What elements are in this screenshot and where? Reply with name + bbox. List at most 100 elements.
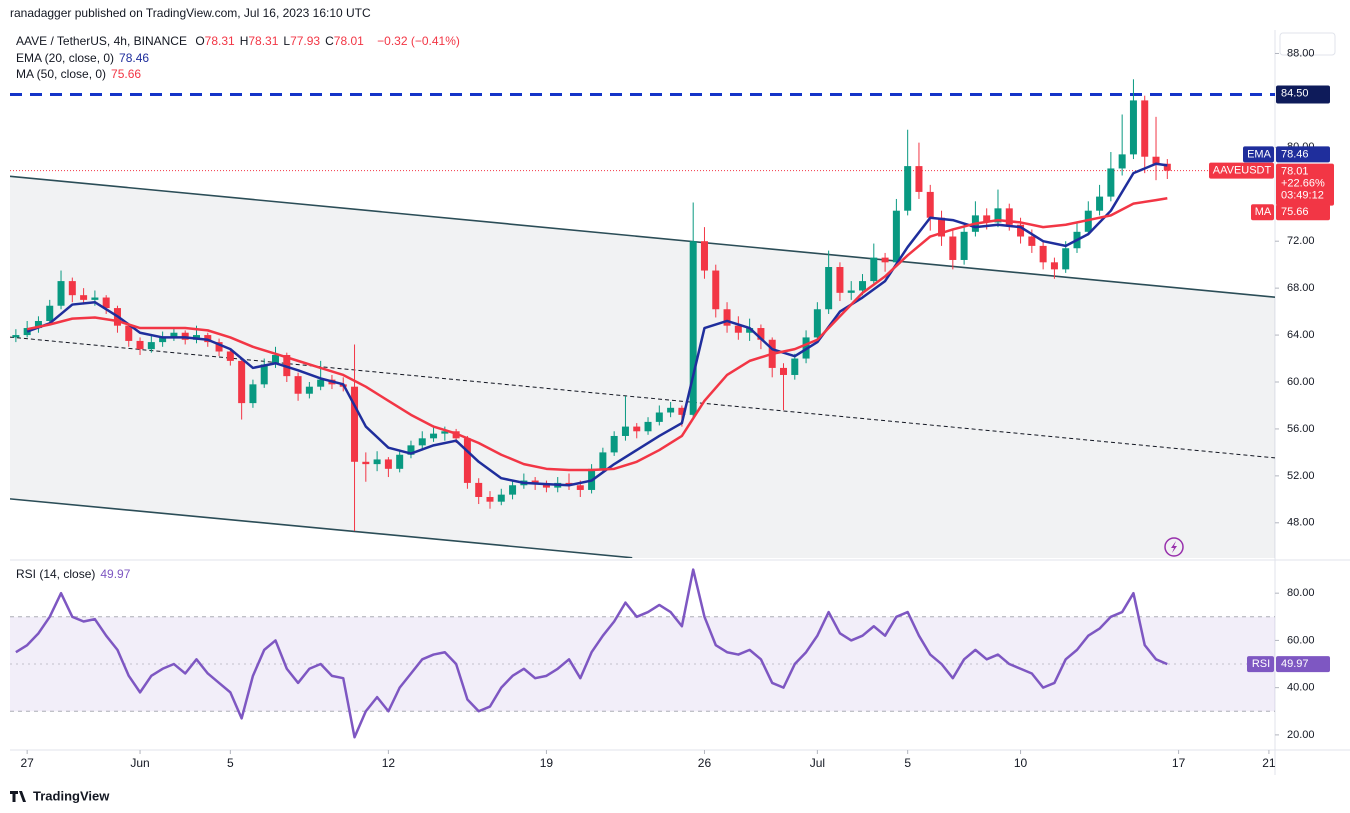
x-tick-label: 21 xyxy=(1262,756,1276,770)
candle-body xyxy=(362,461,370,465)
price-tag-text: 78.46 xyxy=(1281,148,1309,160)
candle-body xyxy=(870,257,878,282)
candle-body xyxy=(23,328,31,336)
candle-body xyxy=(712,270,720,310)
y-tick-label: 60.00 xyxy=(1287,634,1315,646)
ohlc-label: C xyxy=(325,34,334,48)
candle-body xyxy=(475,482,483,497)
candle-body xyxy=(102,297,110,309)
candle-body xyxy=(633,426,641,432)
legend-value: 49.97 xyxy=(100,567,131,581)
x-tick-label: 27 xyxy=(20,756,34,770)
candle-body xyxy=(791,358,799,375)
y-tick-label: 40.00 xyxy=(1287,682,1315,694)
x-tick-label: 17 xyxy=(1172,756,1186,770)
indicator-line xyxy=(26,197,1168,472)
logo xyxy=(10,791,26,802)
ohlc-value: 78.31 xyxy=(248,34,279,48)
legend-name: MA (50, close, 0) xyxy=(16,67,107,81)
candle-body xyxy=(1062,248,1070,270)
candle-body xyxy=(746,328,754,333)
candle-body xyxy=(249,384,257,404)
candle-body xyxy=(949,236,957,260)
x-tick-label: 5 xyxy=(904,756,911,770)
candle-body xyxy=(46,305,54,321)
candle-body xyxy=(136,340,144,350)
channel-fill xyxy=(10,176,1275,558)
legend-ema: EMA (20, close, 0) 78.46 xyxy=(16,51,154,65)
change: −0.32 (−0.41%) xyxy=(377,34,460,48)
indicator-line xyxy=(26,162,1168,487)
footer-brand: TradingView xyxy=(33,788,110,803)
candle-body xyxy=(226,351,234,361)
candle-body xyxy=(34,320,42,329)
candle-body xyxy=(373,459,381,465)
scale-button[interactable] xyxy=(1279,32,1336,56)
x-tick-label: Jul xyxy=(810,756,825,770)
candle-body xyxy=(1005,208,1013,225)
candle-body xyxy=(238,360,246,404)
candle-body xyxy=(486,496,494,502)
candle-body xyxy=(983,215,991,223)
x-tick-label: 5 xyxy=(227,756,234,770)
x-tick-label: 19 xyxy=(540,756,554,770)
y-tick-label: 72.00 xyxy=(1287,235,1315,247)
candle-body xyxy=(384,459,392,469)
candle-body xyxy=(779,367,787,375)
candle-body xyxy=(723,309,731,326)
y-tick-label: 68.00 xyxy=(1287,282,1315,294)
candle-body xyxy=(294,376,302,394)
tag-name: RSI xyxy=(1252,658,1270,670)
candle-body xyxy=(938,217,946,237)
candle-body xyxy=(847,290,855,293)
price-pane xyxy=(10,79,1275,558)
price-tag xyxy=(1276,146,1330,163)
candle-body xyxy=(1028,236,1036,246)
tag-name-box xyxy=(1251,204,1274,221)
y-tick-label: 60.00 xyxy=(1287,376,1315,388)
rsi-pane xyxy=(10,568,1275,739)
candle-body xyxy=(170,332,178,338)
ohlc-label: O xyxy=(195,34,205,48)
candle-body xyxy=(215,342,223,352)
candle-body xyxy=(994,208,1002,223)
candle-body xyxy=(396,454,404,469)
candle-body xyxy=(497,494,505,502)
candle-body xyxy=(892,210,900,263)
x-tick-label: 10 xyxy=(1014,756,1028,770)
tag-name-box xyxy=(1209,162,1274,179)
alert-icon[interactable] xyxy=(1164,537,1184,557)
byline: ranadagger published on TradingView.com,… xyxy=(10,6,371,20)
candle-body xyxy=(91,297,99,300)
candle-body xyxy=(599,452,607,469)
candle-body xyxy=(610,435,618,453)
candle-body xyxy=(12,335,20,338)
candle-body xyxy=(1141,100,1149,157)
candle-body xyxy=(1152,156,1160,164)
candle-body xyxy=(915,166,923,192)
candle-body xyxy=(859,281,867,291)
candle-body xyxy=(576,485,584,490)
candle-body xyxy=(881,257,889,263)
legend-name: EMA (20, close, 0) xyxy=(16,51,115,65)
candle-body xyxy=(407,445,415,455)
candle-body xyxy=(272,355,280,365)
candle-body xyxy=(1096,196,1104,211)
ohlc-value: 78.01 xyxy=(333,34,364,48)
candle-body xyxy=(904,166,912,211)
candle-body xyxy=(68,281,76,296)
price-tag-text: 49.97 xyxy=(1281,658,1309,670)
price-tag xyxy=(1276,204,1330,221)
rsi-line xyxy=(15,568,1168,739)
candle-body xyxy=(441,431,449,434)
price-tag-text: 75.66 xyxy=(1281,206,1309,218)
x-tick-label: Jun xyxy=(130,756,149,770)
candle-body xyxy=(667,407,675,413)
candle-body xyxy=(57,281,65,306)
candle-body xyxy=(147,342,155,350)
candle-body xyxy=(644,421,652,432)
candle-body xyxy=(655,412,663,422)
candle-body xyxy=(1118,154,1126,169)
